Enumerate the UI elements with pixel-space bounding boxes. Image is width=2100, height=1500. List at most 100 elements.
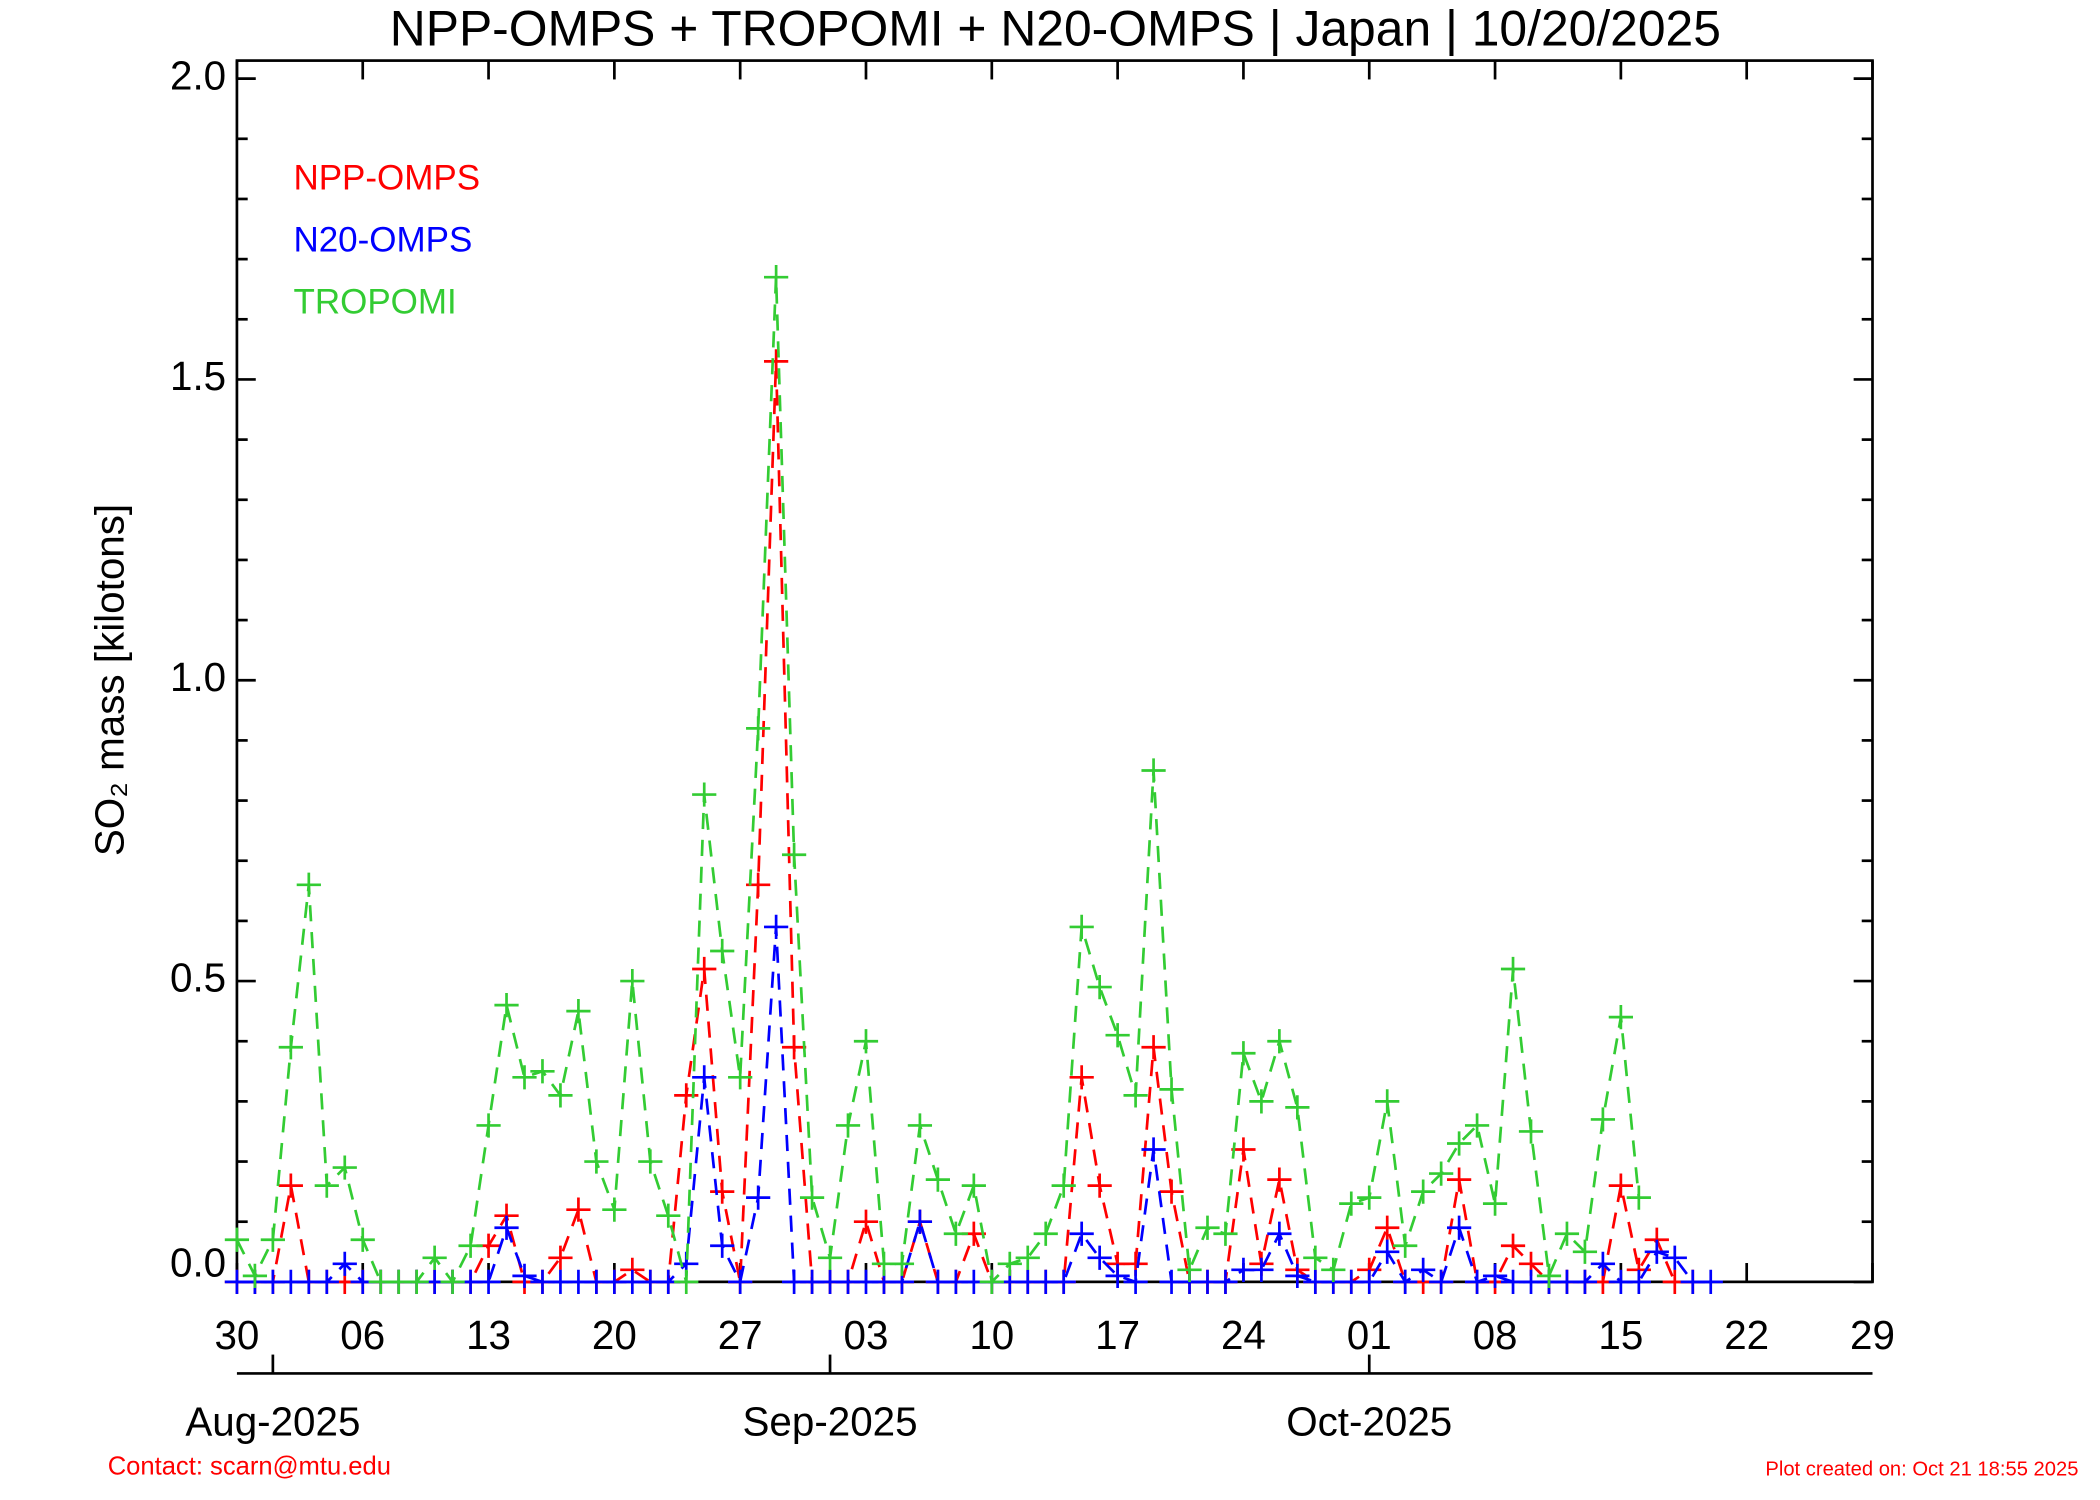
plus-marker [926, 1167, 950, 1191]
series-line [237, 361, 1693, 1281]
x-tick-label: 08 [1473, 1312, 1518, 1358]
plus-marker [620, 969, 644, 993]
x-tick-label: 13 [466, 1312, 511, 1358]
x-tick-label: 30 [214, 1312, 259, 1358]
plus-marker [836, 1113, 860, 1137]
x-tick-label: 17 [1095, 1312, 1140, 1358]
plus-marker [764, 349, 788, 373]
x-tick-label: 06 [340, 1312, 385, 1358]
plus-marker [854, 1210, 878, 1234]
x-tick-label: 20 [592, 1312, 637, 1358]
footer-contact: Contact: scarn@mtu.edu [108, 1452, 391, 1480]
legend-entry: N20-OMPS [293, 221, 472, 260]
plus-marker [315, 1270, 339, 1294]
plus-marker [1213, 1270, 1237, 1294]
plus-marker [548, 1083, 572, 1107]
plus-marker [800, 1186, 824, 1210]
plus-marker [1285, 1095, 1309, 1119]
x-tick-label: 22 [1724, 1312, 1769, 1358]
x-tick-label: 15 [1598, 1312, 1643, 1358]
plus-marker [1159, 1077, 1183, 1101]
plus-marker [1375, 1089, 1399, 1113]
plus-marker [566, 1198, 590, 1222]
plus-marker [494, 993, 518, 1017]
plus-marker [692, 782, 716, 806]
plus-marker [1375, 1216, 1399, 1240]
plus-marker [333, 1155, 357, 1179]
plus-marker [1591, 1107, 1615, 1131]
x-tick-label: 01 [1347, 1312, 1392, 1358]
plus-marker [764, 265, 788, 289]
plus-marker [728, 1270, 752, 1294]
month-label: Oct-2025 [1286, 1398, 1452, 1444]
plus-marker [1285, 1264, 1309, 1288]
plus-marker [692, 957, 716, 981]
plus-marker [1519, 1119, 1543, 1143]
y-tick-label: 2.0 [170, 52, 226, 98]
plus-marker [1465, 1270, 1489, 1294]
plus-marker [279, 1173, 303, 1197]
plus-marker [1249, 1089, 1273, 1113]
plus-marker [423, 1246, 447, 1270]
plus-marker [243, 1264, 267, 1288]
plus-marker [782, 1035, 806, 1059]
plus-marker [908, 1113, 932, 1137]
plus-marker [1357, 1270, 1381, 1294]
plus-marker [1088, 975, 1112, 999]
plus-marker [1339, 1192, 1363, 1216]
plus-marker [1123, 1270, 1147, 1294]
plus-marker [530, 1059, 554, 1083]
x-tick-label: 03 [844, 1312, 889, 1358]
chart: NPP-OMPS + TROPOMI + N20-OMPS | Japan | … [0, 0, 2100, 1500]
plus-marker [1411, 1258, 1435, 1282]
plus-marker [1645, 1240, 1669, 1264]
plus-marker [1267, 1167, 1291, 1191]
plus-marker [1123, 1083, 1147, 1107]
x-tick-label: 10 [969, 1312, 1014, 1358]
x-tick-label: 24 [1221, 1312, 1266, 1358]
month-label: Aug-2025 [185, 1398, 360, 1444]
plus-marker [1052, 1270, 1076, 1294]
x-tick-label: 27 [718, 1312, 763, 1358]
plus-marker [315, 1173, 339, 1197]
plus-marker [1483, 1192, 1507, 1216]
plus-marker [1034, 1222, 1058, 1246]
y-axis-label: SO₂ mass [kilotons] [87, 504, 133, 856]
plus-marker [476, 1270, 500, 1294]
plus-marker [351, 1228, 375, 1252]
plus-marker [764, 915, 788, 939]
y-tick-label: 0.5 [170, 955, 226, 1001]
plus-marker [1357, 1186, 1381, 1210]
plus-marker [674, 1270, 698, 1294]
plus-marker [746, 716, 770, 740]
plus-marker [782, 843, 806, 867]
plus-marker [440, 1270, 464, 1294]
plus-marker [1663, 1246, 1687, 1270]
plus-marker [1088, 1173, 1112, 1197]
y-tick-label: 1.0 [170, 654, 226, 700]
plus-marker [1393, 1234, 1417, 1258]
plus-marker [1429, 1270, 1453, 1294]
plus-marker [405, 1270, 429, 1294]
series-line [237, 277, 1639, 1282]
plus-marker [818, 1246, 842, 1270]
plus-marker [908, 1210, 932, 1234]
plus-marker [1699, 1270, 1723, 1294]
plus-marker [710, 1180, 734, 1204]
plus-marker [1591, 1252, 1615, 1276]
y-tick-label: 0.0 [170, 1239, 226, 1285]
plus-marker [476, 1113, 500, 1137]
plus-marker [333, 1252, 357, 1276]
plus-marker [1609, 1173, 1633, 1197]
plus-marker [962, 1173, 986, 1197]
plus-marker [602, 1198, 626, 1222]
plus-marker [1016, 1246, 1040, 1270]
plus-marker [512, 1065, 536, 1089]
footer-created: Plot created on: Oct 21 18:55 2025 [1765, 1459, 2078, 1481]
plus-marker [746, 1186, 770, 1210]
plus-marker [638, 1149, 662, 1173]
plus-marker [980, 1270, 1004, 1294]
plus-marker [458, 1234, 482, 1258]
plus-marker [1070, 915, 1094, 939]
plus-marker [584, 1149, 608, 1173]
